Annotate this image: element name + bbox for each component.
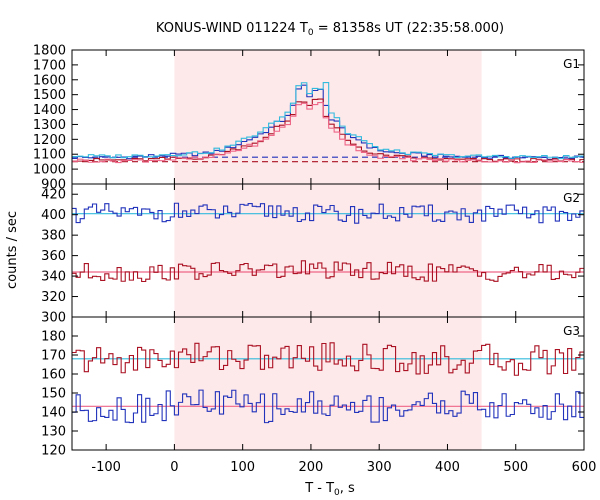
y-tick-label: 420: [41, 188, 66, 203]
x-tick-label: 600: [572, 460, 597, 475]
y-tick-label: 900: [41, 178, 66, 193]
panel-frames-layer: [71, 49, 585, 451]
series-g3-dark-red: [72, 342, 584, 376]
x-tick-label: 300: [367, 460, 392, 475]
series-g2-dark-red: [72, 260, 584, 283]
series-g1-cyan: [72, 82, 584, 160]
y-tick-label: 1000: [33, 163, 66, 178]
shaded-interval-g1: [174, 50, 482, 184]
shaded-interval-g3: [174, 317, 482, 450]
y-tick-label: 1600: [33, 73, 66, 88]
y-tick-label: 180: [41, 330, 66, 345]
y-axis-label: counts / sec: [5, 211, 20, 289]
y-tick-label: 140: [41, 406, 66, 421]
y-tick-label: 320: [41, 290, 66, 305]
y-tick-label: 120: [41, 444, 66, 459]
x-tick-label: 500: [503, 460, 528, 475]
y-tick-label: 1100: [33, 148, 66, 163]
shaded-interval-layer: [174, 50, 482, 450]
y-tick-label: 400: [41, 208, 66, 223]
y-tick-label: 130: [41, 425, 66, 440]
x-axis-label: T - T0, s: [304, 481, 355, 498]
ticks-layer: [72, 49, 585, 451]
labels-layer: 900100011001200130014001500160017001800G…: [33, 44, 597, 476]
series-layer: [72, 82, 584, 424]
x-tick-label: 100: [230, 460, 255, 475]
panel-frame-g3: [71, 316, 585, 451]
y-tick-label: 1700: [33, 58, 66, 73]
panel-label-g1: G1: [563, 57, 580, 71]
y-tick-label: 340: [41, 270, 66, 285]
x-tick-label: 200: [299, 460, 324, 475]
y-tick-label: 1500: [33, 88, 66, 103]
panel-label-g3: G3: [563, 324, 580, 338]
y-tick-label: 1400: [33, 103, 66, 118]
series-g1-pink: [72, 101, 584, 164]
x-tick-label: 0: [170, 460, 178, 475]
y-tick-label: 1200: [33, 133, 66, 148]
y-tick-label: 160: [41, 368, 66, 383]
y-tick-label: 150: [41, 387, 66, 402]
y-tick-label: 1300: [33, 118, 66, 133]
x-tick-label: 400: [435, 460, 460, 475]
series-g2-dark-blue: [72, 202, 584, 224]
series-g3-dark-blue: [72, 389, 584, 424]
x-tick-label: -100: [91, 460, 121, 475]
y-tick-label: 1800: [33, 44, 66, 59]
y-tick-label: 170: [41, 349, 66, 364]
chart-title: KONUS-WIND 011224 T0 = 81358s UT (22:35:…: [156, 21, 504, 38]
y-tick-label: 380: [41, 229, 66, 244]
y-tick-label: 360: [41, 249, 66, 264]
panel-label-g2: G2: [563, 191, 580, 205]
shaded-interval-g2: [174, 184, 482, 317]
y-tick-label: 300: [41, 311, 66, 326]
